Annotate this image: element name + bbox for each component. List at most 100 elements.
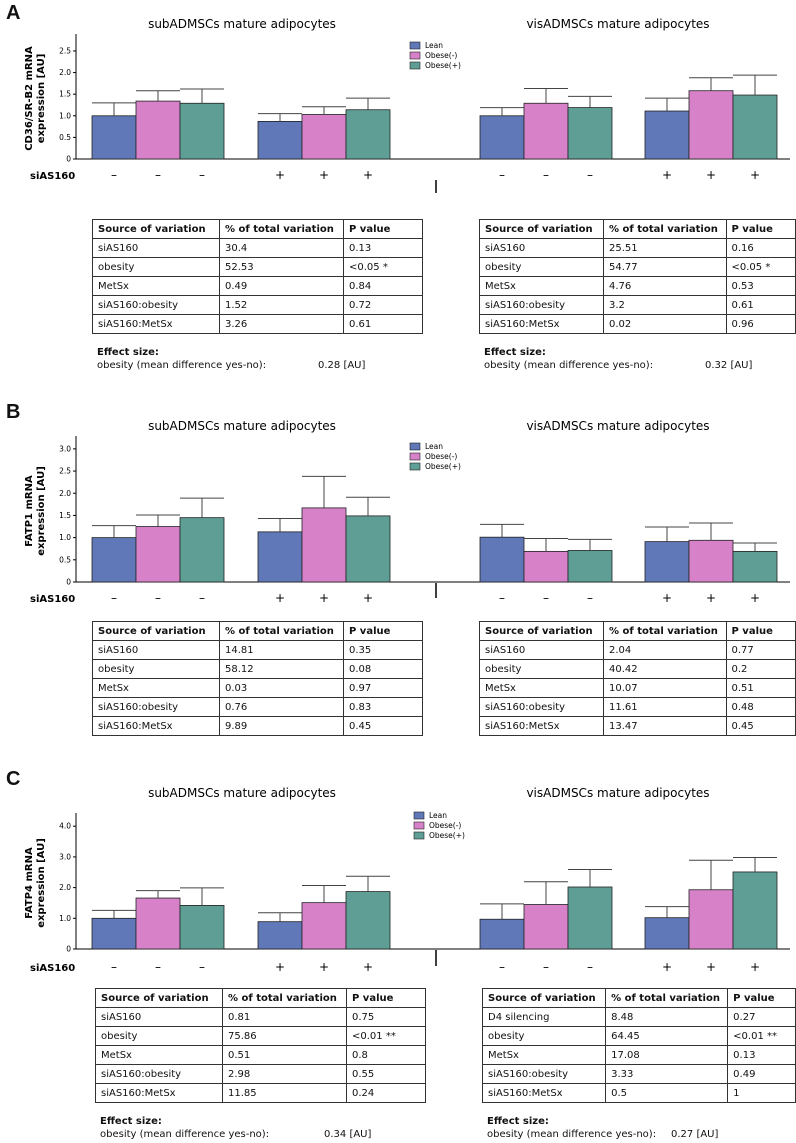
y-tick-label: 1.0: [59, 111, 71, 120]
table-cell: 17.08: [605, 1045, 729, 1065]
condition-mark: +: [662, 591, 672, 605]
table-row: obesity 75.86 <0.01 **: [95, 1026, 426, 1046]
table-cell: 0.45: [343, 716, 423, 736]
condition-mark: +: [662, 168, 672, 182]
table-cell: siAS160:obesity: [92, 697, 220, 717]
condition-mark: +: [363, 168, 373, 182]
bar: [345, 515, 391, 583]
table-cell: obesity: [479, 659, 604, 679]
bar: [345, 891, 391, 950]
table-row: siAS160:MetSx 3.26 0.61: [92, 314, 423, 334]
condition-mark: –: [199, 168, 205, 182]
bar: [479, 115, 525, 160]
table-cell: MetSx: [92, 276, 220, 296]
y-tick-label: 1.0: [59, 533, 71, 542]
bar: [644, 541, 690, 583]
y-tick-label: 2.5: [59, 467, 71, 476]
table-cell: 52.53: [219, 257, 344, 277]
anova-table-b-left: Source of variation% of total variation P…: [92, 621, 423, 736]
table-header-cell: Source of variation: [481, 988, 607, 1008]
table-row: MetSx 17.08 0.13: [481, 1045, 796, 1065]
condition-mark: +: [275, 591, 285, 605]
table-cell: 0.16: [725, 238, 796, 258]
bar: [135, 526, 181, 583]
table-cell: 0.96: [725, 314, 796, 334]
y-tick-label: 2.5: [59, 46, 71, 55]
table-cell: <0.05 *: [725, 257, 796, 277]
effect-size-title: Effect size:: [97, 347, 159, 358]
condition-mark: +: [319, 591, 329, 605]
right-subplot-title: visADMSCs mature adipocytes: [526, 17, 709, 31]
table-cell: 25.51: [602, 238, 727, 258]
y-axis-label-line2: expression [AU]: [36, 54, 47, 144]
effect-size-a-right: Effect size: obesity (mean difference ye…: [484, 346, 784, 372]
table-header-cell: P value: [725, 621, 796, 641]
legend-label: Obese(+): [429, 831, 465, 840]
condition-mark: +: [319, 168, 329, 182]
condition-mark: +: [706, 591, 716, 605]
table-cell: 13.47: [602, 716, 727, 736]
table-cell: 0.84: [343, 276, 423, 296]
table-cell: siAS160: [92, 640, 220, 660]
table-cell: <0.01 **: [346, 1026, 426, 1046]
table-cell: siAS160: [95, 1007, 223, 1027]
effect-size-a-left: Effect size: obesity (mean difference ye…: [97, 346, 397, 372]
bar: [479, 918, 525, 950]
table-row: siAS160:MetSx 0.5 1: [481, 1083, 796, 1103]
legend-swatch: [409, 442, 421, 451]
table-row: siAS160:MetSx 11.85 0.24: [95, 1083, 426, 1103]
left-subplot-title: subADMSCs mature adipocytes: [148, 17, 336, 31]
table-row: siAS160:obesity 3.2 0.61: [479, 295, 796, 315]
condition-mark: –: [111, 591, 117, 605]
siAS160-row-label: siAS160: [30, 171, 75, 182]
table-header-cell: Source of variation: [479, 621, 604, 641]
siAS160-row-label: siAS160: [30, 963, 75, 974]
table-cell: 0.48: [725, 697, 796, 717]
legend-swatch: [413, 811, 425, 820]
table-cell: siAS160:MetSx: [481, 1083, 607, 1103]
table-cell: 0.13: [727, 1045, 796, 1065]
table-cell: siAS160:obesity: [479, 697, 604, 717]
bar: [567, 107, 613, 160]
table-cell: 54.77: [602, 257, 727, 277]
table-cell: 9.89: [219, 716, 344, 736]
anova-table-c-right: Source of variation% of total variation P…: [481, 988, 796, 1103]
bar: [257, 921, 303, 950]
table-cell: obesity: [479, 257, 604, 277]
table-cell: obesity: [92, 257, 220, 277]
table-cell: 14.81: [219, 640, 344, 660]
condition-mark: –: [543, 168, 549, 182]
y-tick-label: 3.0: [59, 444, 71, 453]
y-axis-label-line2: expression [AU]: [36, 466, 47, 556]
table-cell: siAS160:MetSx: [479, 716, 604, 736]
table-cell: 58.12: [219, 659, 344, 679]
anova-table-c-left: Source of variation% of total variation P…: [95, 988, 426, 1103]
table-cell: 0.8: [346, 1045, 426, 1065]
bar: [301, 507, 347, 583]
bar: [301, 114, 347, 160]
table-cell: siAS160: [479, 640, 604, 660]
table-cell: 0.03: [219, 678, 344, 698]
table-cell: MetSx: [479, 276, 604, 296]
condition-mark: +: [319, 960, 329, 974]
condition-mark: –: [499, 960, 505, 974]
bar: [257, 531, 303, 583]
condition-mark: –: [199, 591, 205, 605]
table-cell: D4 silencing: [481, 1007, 607, 1027]
table-cell: 0.02: [602, 314, 727, 334]
table-cell: 0.35: [343, 640, 423, 660]
table-cell: 0.08: [343, 659, 423, 679]
table-header-cell: % of total variation: [602, 219, 727, 239]
y-axis-label-line1: CD36/SR-B2 mRNA: [24, 46, 35, 151]
table-cell: 0.55: [346, 1064, 426, 1084]
bar: [523, 904, 569, 950]
bar: [732, 871, 778, 950]
table-row: siAS160:MetSx 0.02 0.96: [479, 314, 796, 334]
table-cell: 0.61: [725, 295, 796, 315]
table-row: MetSx 0.51 0.8: [95, 1045, 426, 1065]
table-cell: MetSx: [92, 678, 220, 698]
table-header-cell: P value: [725, 219, 796, 239]
table-cell: 0.53: [725, 276, 796, 296]
effect-size-title: Effect size:: [487, 1116, 549, 1127]
table-cell: 0.13: [343, 238, 423, 258]
